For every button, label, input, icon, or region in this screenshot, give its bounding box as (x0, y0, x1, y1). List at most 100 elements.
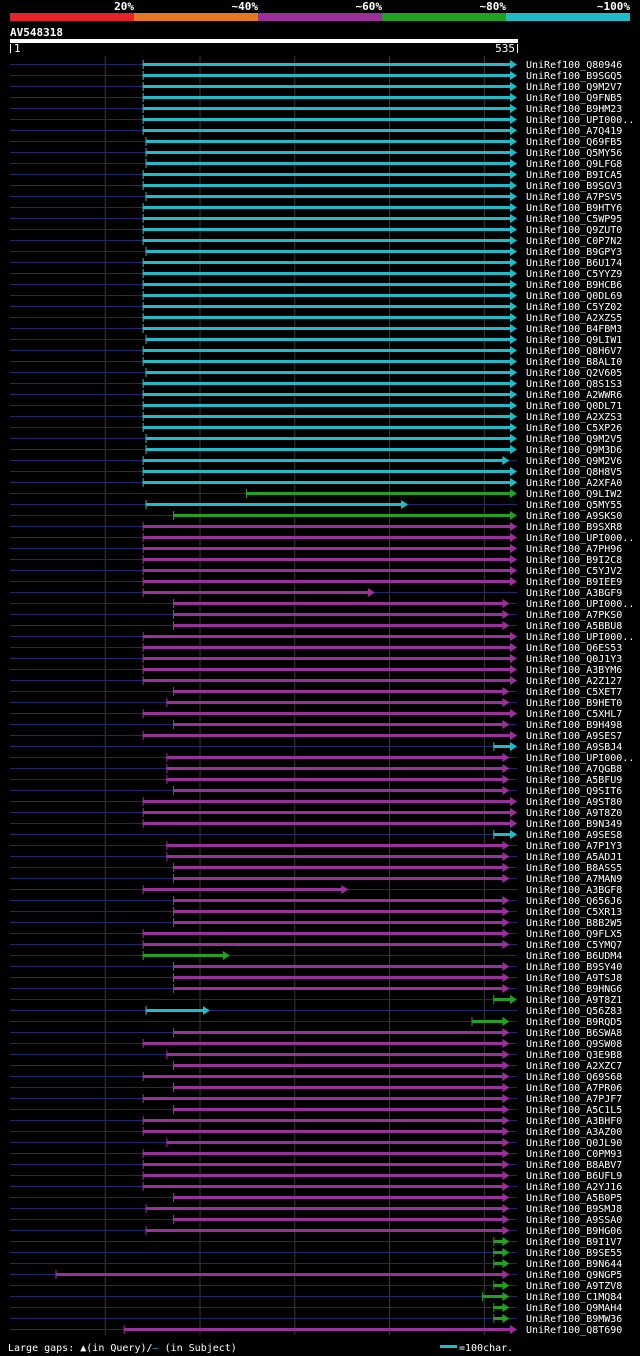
hit-bar[interactable] (142, 393, 511, 396)
hit-row[interactable]: UniRef100_B6U174 (10, 258, 622, 269)
hit-label[interactable]: UniRef100_A3BHF0 (526, 1116, 622, 1127)
hit-label[interactable]: UniRef100_A9SSA0 (526, 1215, 622, 1226)
hit-label[interactable]: UniRef100_B9HET0 (526, 698, 622, 709)
hit-bar[interactable] (142, 426, 511, 429)
hit-label[interactable]: UniRef100_B6SWA8 (526, 1028, 622, 1039)
hit-row[interactable]: UniRef100_UPI000.. (10, 632, 634, 643)
hit-row[interactable]: UniRef100_UPI000.. (10, 753, 634, 764)
hit-label[interactable]: UniRef100_A5B0P5 (526, 1193, 622, 1204)
hit-row[interactable]: UniRef100_B9HCB6 (10, 280, 622, 291)
hit-label[interactable]: UniRef100_B9N349 (526, 819, 622, 830)
hit-label[interactable]: UniRef100_A7QGB8 (526, 764, 622, 775)
hit-label[interactable]: UniRef100_B9I2C8 (526, 555, 622, 566)
hit-bar[interactable] (145, 1207, 504, 1210)
hit-row[interactable]: UniRef100_C5WP95 (10, 214, 622, 225)
hit-bar[interactable] (142, 96, 511, 99)
hit-label[interactable]: UniRef100_B9I1V7 (526, 1237, 622, 1248)
hit-bar[interactable] (142, 1152, 504, 1155)
hit-label[interactable]: UniRef100_A7MAN9 (526, 874, 622, 885)
hit-label[interactable]: UniRef100_B9HNG6 (526, 984, 622, 995)
hit-row[interactable]: UniRef100_B9IEE9 (10, 577, 622, 588)
hit-row[interactable]: UniRef100_B9N644 (10, 1259, 622, 1270)
hit-row[interactable]: UniRef100_B9MW36 (10, 1314, 622, 1325)
hit-bar[interactable] (142, 272, 511, 275)
hit-label[interactable]: UniRef100_A7PSV5 (526, 192, 622, 203)
hit-bar[interactable] (142, 954, 224, 957)
hit-row[interactable]: UniRef100_B9HTY6 (10, 203, 622, 214)
hit-label[interactable]: UniRef100_UPI000.. (526, 632, 634, 643)
hit-label[interactable]: UniRef100_B9HTY6 (526, 203, 622, 214)
hit-bar[interactable] (142, 888, 343, 891)
hit-row[interactable]: UniRef100_Q9LIW1 (10, 335, 622, 346)
hit-label[interactable]: UniRef100_B9MW36 (526, 1314, 622, 1325)
hit-label[interactable]: UniRef100_A9ST80 (526, 797, 622, 808)
hit-row[interactable]: UniRef100_B9RQD5 (10, 1017, 622, 1028)
hit-label[interactable]: UniRef100_Q9MAH4 (526, 1303, 622, 1314)
hit-bar[interactable] (142, 558, 511, 561)
hit-bar[interactable] (481, 1295, 504, 1298)
hit-bar[interactable] (166, 1141, 504, 1144)
hit-bar[interactable] (142, 1130, 504, 1133)
hit-row[interactable]: UniRef100_A7Q419 (10, 126, 622, 137)
hit-label[interactable]: UniRef100_UPI000.. (526, 753, 634, 764)
hit-row[interactable]: UniRef100_Q9SW08 (10, 1039, 622, 1050)
hit-bar[interactable] (172, 866, 504, 869)
hit-bar[interactable] (142, 712, 511, 715)
hit-row[interactable]: UniRef100_A2YJ16 (10, 1182, 622, 1193)
hit-row[interactable]: UniRef100_A5B0P5 (10, 1193, 622, 1204)
hit-label[interactable]: UniRef100_Q9FNB5 (526, 93, 622, 104)
hit-row[interactable]: UniRef100_C5YJV2 (10, 566, 622, 577)
hit-bar[interactable] (493, 1284, 504, 1287)
hit-label[interactable]: UniRef100_C5XET7 (526, 687, 622, 698)
hit-label[interactable]: UniRef100_B9RQD5 (526, 1017, 622, 1028)
hit-label[interactable]: UniRef100_Q9SW08 (526, 1039, 622, 1050)
hit-row[interactable]: UniRef100_Q69FB5 (10, 137, 622, 148)
hit-label[interactable]: UniRef100_A2Z127 (526, 676, 622, 687)
hit-bar[interactable] (145, 195, 512, 198)
hit-bar[interactable] (145, 437, 512, 440)
hit-label[interactable]: UniRef100_Q0DL69 (526, 291, 622, 302)
hit-row[interactable]: UniRef100_A9TSJ8 (10, 973, 622, 984)
hit-label[interactable]: UniRef100_Q0J1Y3 (526, 654, 622, 665)
hit-label[interactable]: UniRef100_Q2V605 (526, 368, 622, 379)
hit-bar[interactable] (142, 734, 511, 737)
hit-bar[interactable] (142, 569, 511, 572)
hit-row[interactable]: UniRef100_Q80946 (10, 60, 622, 71)
hit-bar[interactable] (172, 1064, 504, 1067)
hit-label[interactable]: UniRef100_B9HCB6 (526, 280, 622, 291)
hit-label[interactable]: UniRef100_B8ASS5 (526, 863, 622, 874)
hit-row[interactable]: UniRef100_Q8S1S3 (10, 379, 622, 390)
hit-row[interactable]: UniRef100_A7PH96 (10, 544, 622, 555)
hit-label[interactable]: UniRef100_Q69S68 (526, 1072, 622, 1083)
hit-row[interactable]: UniRef100_Q9M3D6 (10, 445, 622, 456)
hit-row[interactable]: UniRef100_A9T8Z0 (10, 808, 622, 819)
hit-bar[interactable] (493, 1251, 504, 1254)
hit-row[interactable]: UniRef100_Q9FLX5 (10, 929, 622, 940)
hit-row[interactable]: UniRef100_A3AZ00 (10, 1127, 622, 1138)
hit-label[interactable]: UniRef100_UPI000.. (526, 599, 634, 610)
hit-label[interactable]: UniRef100_Q80946 (526, 60, 622, 71)
hit-bar[interactable] (142, 525, 511, 528)
hit-row[interactable]: UniRef100_Q9SIT6 (10, 786, 622, 797)
hit-row[interactable]: UniRef100_Q69S68 (10, 1072, 622, 1083)
hit-bar[interactable] (172, 1031, 504, 1034)
hit-label[interactable]: UniRef100_Q56Z83 (526, 1006, 622, 1017)
hit-label[interactable]: UniRef100_B9SMJ8 (526, 1204, 622, 1215)
hit-bar[interactable] (166, 1053, 504, 1056)
hit-row[interactable]: UniRef100_Q9LFG8 (10, 159, 622, 170)
hit-label[interactable]: UniRef100_A5BBU8 (526, 621, 622, 632)
hit-bar[interactable] (142, 239, 511, 242)
hit-row[interactable]: UniRef100_A9TZV8 (10, 1281, 622, 1292)
hit-label[interactable]: UniRef100_Q69FB5 (526, 137, 622, 148)
hit-label[interactable]: UniRef100_A9TSJ8 (526, 973, 622, 984)
hit-row[interactable]: UniRef100_C0PM93 (10, 1149, 622, 1160)
hit-bar[interactable] (493, 1306, 504, 1309)
hit-row[interactable]: UniRef100_B9HNG6 (10, 984, 622, 995)
hit-label[interactable]: UniRef100_B4FBM3 (526, 324, 622, 335)
hit-bar[interactable] (142, 459, 504, 462)
hit-bar[interactable] (493, 745, 511, 748)
hit-row[interactable]: UniRef100_UPI000.. (10, 533, 634, 544)
hit-row[interactable]: UniRef100_B9SE55 (10, 1248, 622, 1259)
hit-bar[interactable] (166, 756, 504, 759)
hit-bar[interactable] (142, 635, 511, 638)
